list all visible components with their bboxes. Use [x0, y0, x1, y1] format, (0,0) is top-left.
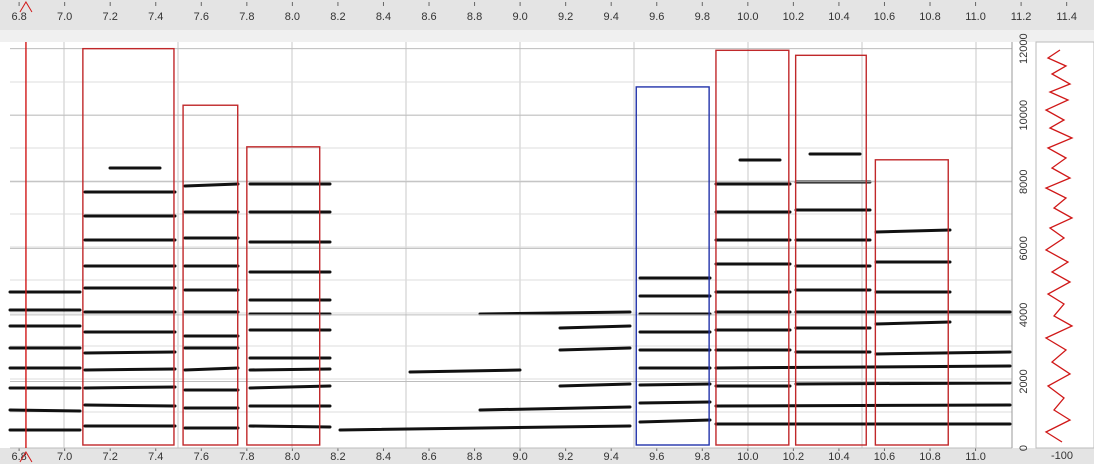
- selection-region: [794, 54, 867, 446]
- x-tick-label: 8.8: [467, 451, 482, 463]
- x-tick-label: 9.4: [604, 451, 619, 463]
- selection-region: [715, 49, 790, 446]
- ruler-band: [0, 30, 1094, 42]
- x-tick-label: 8.6: [421, 451, 436, 463]
- top-tick-label: 9.4: [604, 11, 619, 23]
- top-tick-label: 9.6: [649, 11, 664, 23]
- side-panel: [1035, 41, 1094, 449]
- side-trace: [1044, 49, 1074, 443]
- selection-region: [182, 104, 239, 446]
- x-tick-label: 11.0: [965, 451, 986, 463]
- selection-region: [635, 86, 710, 446]
- top-tick-label: 11.2: [1011, 11, 1032, 23]
- x-tick-label: 7.6: [194, 451, 209, 463]
- top-tick-label: 8.2: [330, 11, 345, 23]
- top-tick-label: 7.4: [148, 11, 163, 23]
- selection-region: [874, 159, 949, 446]
- y-tick-label: 10000: [1018, 100, 1030, 131]
- x-tick-label: 10.0: [737, 451, 758, 463]
- top-tick-label: 10.4: [828, 11, 849, 23]
- top-tick-label: 6.8: [11, 11, 26, 23]
- top-tick-label: 10.6: [874, 11, 895, 23]
- top-tick-label: 8.0: [285, 11, 300, 23]
- x-tick-label: 9.2: [558, 451, 573, 463]
- top-ruler: [0, 0, 1094, 30]
- x-tick-label: 9.6: [649, 451, 664, 463]
- x-tick-label: 8.4: [376, 451, 391, 463]
- cursor-marker: [19, 1, 33, 13]
- selection-region: [246, 146, 321, 446]
- x-tick-label: 8.0: [285, 451, 300, 463]
- y-tick-label: 6000: [1018, 236, 1030, 260]
- x-tick-label: 9.0: [512, 451, 527, 463]
- x-tick-label: 6.8: [11, 451, 26, 463]
- selection-region: [82, 47, 175, 446]
- top-tick-label: 7.8: [239, 11, 254, 23]
- time-grid: [63, 42, 977, 448]
- x-tick-label: 8.2: [330, 451, 345, 463]
- top-tick-label: 8.4: [376, 11, 391, 23]
- top-tick-label: 9.2: [558, 11, 573, 23]
- x-tick-label: 10.8: [919, 451, 940, 463]
- x-tick-label: 9.8: [695, 451, 710, 463]
- harmonic-streaks: [8, 152, 1012, 432]
- x-tick-label: 10.2: [783, 451, 804, 463]
- top-tick-label: 10.8: [919, 11, 940, 23]
- y-tick-label: 8000: [1018, 170, 1030, 194]
- top-tick-label: 8.8: [467, 11, 482, 23]
- top-tick-label: 10.2: [783, 11, 804, 23]
- y-tick-label: 12000: [1018, 33, 1030, 64]
- top-tick-label: 11.4: [1056, 11, 1077, 23]
- top-tick-label: 7.6: [194, 11, 209, 23]
- bottom-ruler: [0, 448, 1094, 464]
- x-tick-label: 7.8: [239, 451, 254, 463]
- side-panel-label: -100: [1051, 450, 1073, 462]
- x-tick-label: 7.0: [57, 451, 72, 463]
- top-tick-label: 11.0: [965, 11, 986, 23]
- x-tick-label: 10.4: [828, 451, 849, 463]
- top-tick-label: 9.0: [512, 11, 527, 23]
- x-tick-label: 10.6: [874, 451, 895, 463]
- x-tick-label: 7.2: [103, 451, 118, 463]
- top-tick-label: 7.0: [57, 11, 72, 23]
- cursor-marker: [19, 451, 33, 463]
- top-tick-label: 9.8: [695, 11, 710, 23]
- y-tick-label: 2000: [1018, 369, 1030, 393]
- top-tick-label: 7.2: [103, 11, 118, 23]
- y-tick-label: 0: [1018, 445, 1030, 451]
- top-tick-label: 8.6: [421, 11, 436, 23]
- x-tick-label: 7.4: [148, 451, 163, 463]
- y-tick-label: 4000: [1018, 303, 1030, 327]
- top-tick-label: 10.0: [737, 11, 758, 23]
